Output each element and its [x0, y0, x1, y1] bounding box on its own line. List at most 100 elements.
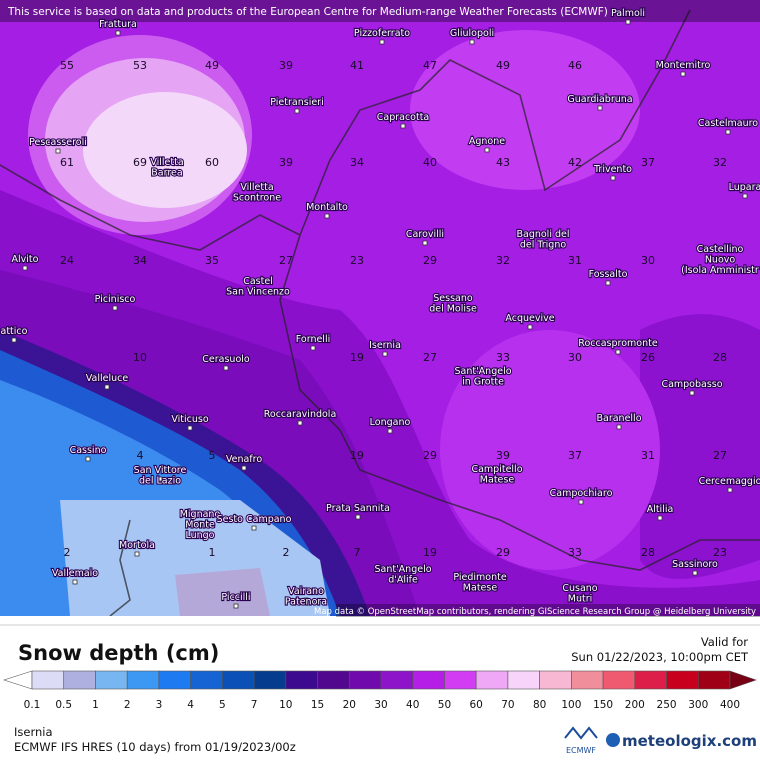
value-label: 46 — [568, 59, 582, 72]
scale-label: 5 — [219, 699, 226, 711]
town-label: Roccaspromonte — [578, 338, 658, 349]
town-marker — [605, 280, 611, 286]
town-marker — [104, 384, 110, 390]
scale-box — [539, 670, 572, 690]
town-marker — [379, 39, 385, 45]
scale-box — [31, 670, 65, 690]
scale-box — [222, 670, 255, 690]
town-marker — [400, 123, 406, 129]
scale-tip — [3, 670, 33, 690]
town-marker — [610, 175, 616, 181]
town-marker — [540, 240, 546, 246]
town-label: Frattura — [99, 19, 137, 30]
value-label: 4 — [137, 449, 144, 462]
town-marker — [251, 525, 257, 531]
scale-label: 80 — [533, 699, 546, 711]
scale-box — [634, 670, 667, 690]
location: Isernia — [14, 725, 53, 739]
value-label: 28 — [713, 351, 727, 364]
town-marker — [400, 575, 406, 581]
value-label: 61 — [60, 156, 74, 169]
value-label: 31 — [568, 254, 582, 267]
ecmwf-logo — [564, 726, 598, 740]
legend-title: Snow depth (cm) — [18, 641, 219, 665]
town-marker — [297, 420, 303, 426]
town-label: Matese — [463, 583, 498, 594]
town-marker — [387, 428, 393, 434]
town-label: del Lazio — [139, 476, 181, 487]
town-label: Sant'Angelo — [374, 564, 431, 575]
town-label: Castelmauro — [698, 118, 758, 129]
scale-box — [412, 670, 445, 690]
town-label: Sessano — [433, 293, 473, 304]
value-label: 28 — [641, 546, 655, 559]
town-marker — [422, 240, 428, 246]
value-label: 32 — [713, 156, 727, 169]
town-marker — [480, 377, 486, 383]
value-label: 30 — [568, 351, 582, 364]
town-label: San Vincenzo — [226, 287, 290, 298]
value-label: 35 — [205, 254, 219, 267]
town-marker — [55, 148, 61, 154]
scale-label: 0.1 — [24, 699, 41, 711]
town-label: Mignano — [180, 509, 221, 520]
value-label: 32 — [496, 254, 510, 267]
model-info: ECMWF IFS HRES (10 days) from 01/19/2023… — [14, 740, 296, 754]
town-label: Lupara — [729, 182, 760, 193]
scale-tip — [729, 670, 757, 690]
town-label: Acquevive — [505, 313, 554, 324]
town-marker — [241, 465, 247, 471]
brand[interactable]: meteologix.com — [622, 732, 757, 750]
town-label: Baranello — [596, 413, 641, 424]
town-marker — [294, 108, 300, 114]
town-marker — [680, 71, 686, 77]
value-label: 29 — [496, 546, 510, 559]
value-label: 49 — [496, 59, 510, 72]
value-label: 53 — [133, 59, 147, 72]
town-marker — [134, 551, 140, 557]
town-marker — [382, 351, 388, 357]
value-label: 39 — [496, 449, 510, 462]
town-label: Picinisco — [95, 294, 136, 305]
town-label: Roccaravindola — [264, 409, 337, 420]
town-marker — [303, 597, 309, 603]
town-label: Cerasuolo — [202, 354, 250, 365]
scale-box — [697, 670, 731, 690]
value-label: 43 — [496, 156, 510, 169]
town-label: Viticuso — [171, 414, 208, 425]
value-label: 24 — [60, 254, 74, 267]
town-label: (Isola Amministr — [681, 265, 759, 276]
scale-label: 400 — [720, 699, 740, 711]
towns: Frattura Pizzoferrato Gliulopoli Palmoli Mon… — [0, 7, 760, 609]
scale-box — [602, 670, 636, 690]
town-marker — [727, 487, 733, 493]
scale-box — [475, 670, 509, 690]
attribution-bar — [336, 604, 760, 617]
value-label: 27 — [713, 449, 727, 462]
value-label: 29 — [423, 254, 437, 267]
value-label: 33 — [568, 546, 582, 559]
value-label: 27 — [423, 351, 437, 364]
town-label: Bagnoli del — [516, 229, 569, 240]
town-label: Mortola — [119, 540, 155, 551]
town-label: Sant'Angelo — [454, 366, 511, 377]
town-marker — [310, 345, 316, 351]
ecmwf-label: ECMWF — [566, 746, 596, 755]
town-label: Campochiaro — [550, 488, 613, 499]
value-label: 55 — [60, 59, 74, 72]
town-label: Vairano — [288, 586, 324, 597]
scale-label: 300 — [688, 699, 708, 711]
town-label: San Vittore — [134, 465, 187, 476]
value-label: 34 — [133, 254, 147, 267]
town-label: Patenora — [285, 597, 327, 608]
attribution: Map data © OpenStreetMap contributors, r… — [314, 607, 756, 617]
town-marker — [187, 425, 193, 431]
town-label: Carovilli — [406, 229, 444, 240]
town-label: Cassino — [70, 445, 107, 456]
scale-box — [666, 670, 699, 690]
town-label: Sassinoro — [672, 559, 718, 570]
scale-box — [126, 670, 160, 690]
town-label: del Trigno — [520, 240, 567, 251]
value-label: 41 — [350, 59, 364, 72]
